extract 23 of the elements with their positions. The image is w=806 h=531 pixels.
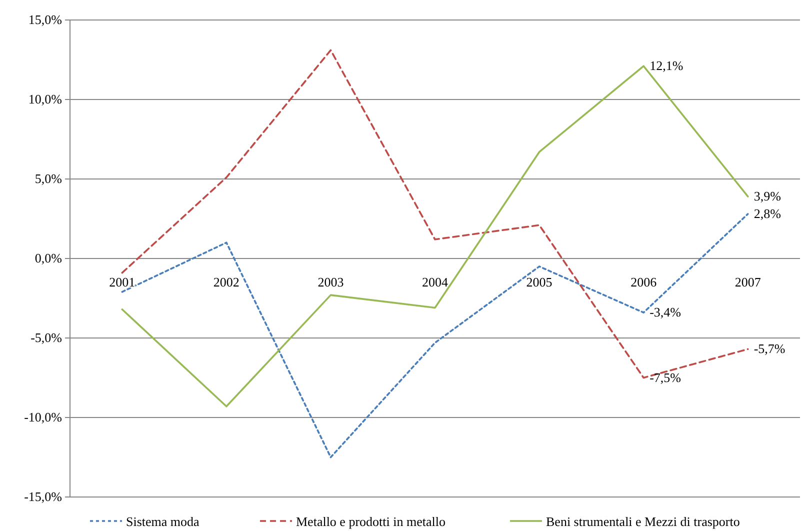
x-tick-label: 2001 xyxy=(109,274,136,290)
y-tick-label: 15,0% xyxy=(28,12,62,27)
data-label: -7,5% xyxy=(650,370,682,385)
legend-label: Metallo e prodotti in metallo xyxy=(296,514,446,529)
data-label: 12,1% xyxy=(650,58,684,74)
x-tick-label: 2003 xyxy=(318,274,344,290)
legend-label: Sistema moda xyxy=(126,514,200,529)
x-tick-label: 2002 xyxy=(213,274,240,290)
y-tick-label: 10,0% xyxy=(28,92,62,106)
data-label: 3,9% xyxy=(754,188,782,204)
legend-label: Beni strumentali e Mezzi di trasporto xyxy=(546,514,740,529)
x-tick-label: 2004 xyxy=(422,274,448,290)
data-label: -5,7% xyxy=(754,341,786,356)
y-tick-label: -5,0% xyxy=(30,330,62,345)
data-label: -3,4% xyxy=(650,304,682,320)
x-tick-label: 2006 xyxy=(630,274,658,290)
y-tick-label: 5,0% xyxy=(34,171,62,186)
y-tick-label: 0,0% xyxy=(34,250,62,266)
x-tick-label: 2005 xyxy=(526,274,552,290)
y-tick-label: -15,0% xyxy=(24,489,62,504)
x-tick-label: 2007 xyxy=(734,274,762,290)
data-label: 2,8% xyxy=(754,206,782,221)
y-tick-label: -10,0% xyxy=(24,410,62,424)
